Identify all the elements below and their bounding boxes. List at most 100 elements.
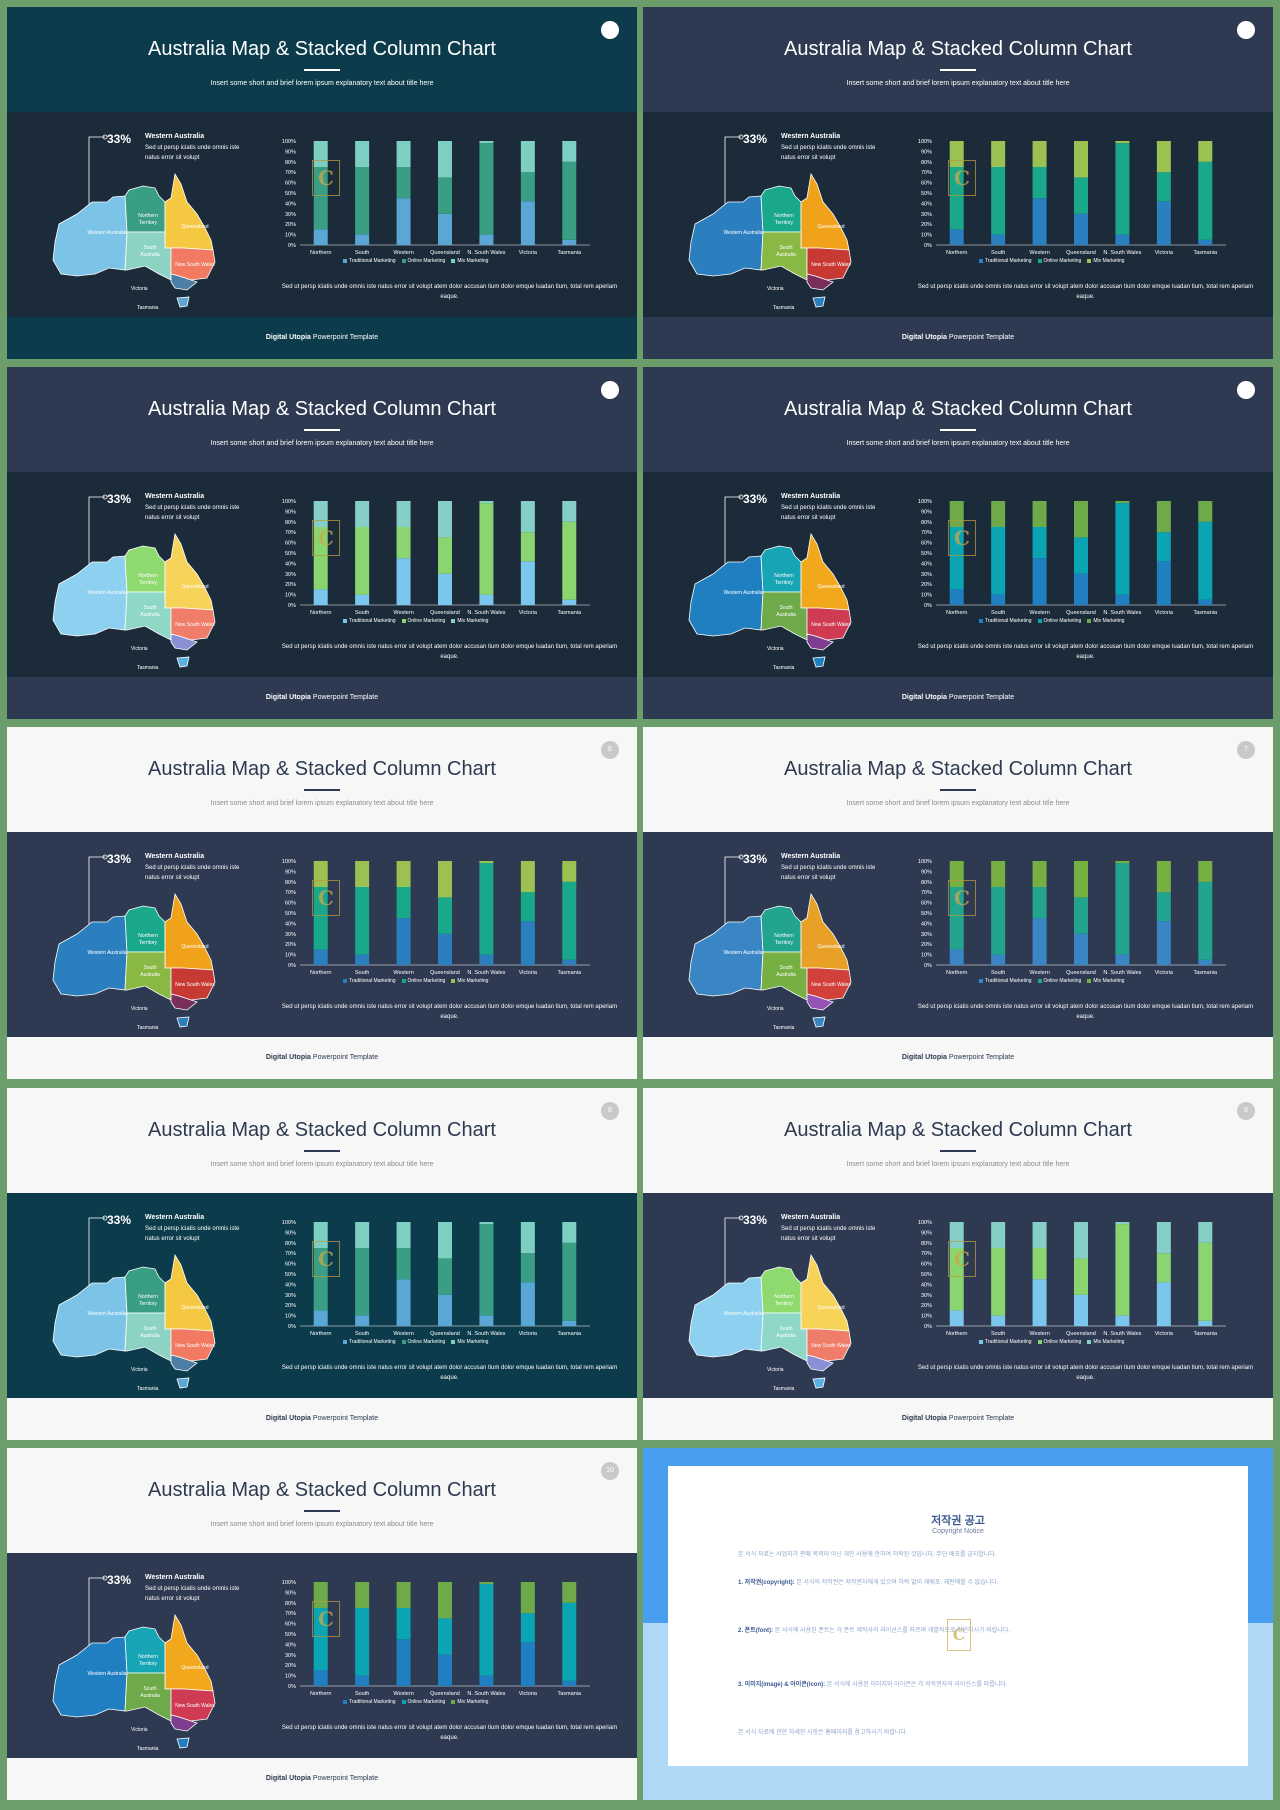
bar-south-series-3 [355, 141, 370, 167]
slide-subtitle: Insert some short and brief lorem ipsum … [846, 80, 1070, 87]
x-tick-label: Queensland [430, 250, 460, 256]
australia-map [52, 532, 216, 668]
map-region-south[interactable] [760, 231, 808, 281]
bar-n-south-wales-series-1 [1115, 954, 1130, 965]
map-region-victoria[interactable] [170, 633, 198, 651]
map-region-tasmania[interactable] [812, 296, 826, 308]
bar-south-series-1 [991, 1315, 1006, 1326]
slide-thumbnail-5[interactable]: Australia Map & Stacked Column Chart Ins… [7, 727, 637, 1079]
copyright-card: 저작권 공고 Copyright Notice 본 서식 자료는 사업자가 판매… [668, 1466, 1248, 1766]
map-region-queensland[interactable] [800, 892, 850, 971]
label-northern-territory: Northern Territory [774, 213, 794, 226]
map-region-tasmania[interactable] [176, 1377, 190, 1389]
map-region-queensland[interactable] [164, 172, 214, 251]
bar-northern-series-1 [949, 229, 964, 245]
y-tick-label: 10% [285, 233, 296, 239]
bar-victoria-series-1 [1156, 921, 1171, 965]
map-region-queensland[interactable] [800, 172, 850, 251]
map-region-tasmania[interactable] [812, 656, 826, 668]
map-region-victoria[interactable] [806, 1354, 834, 1372]
x-tick-label: Western [393, 610, 413, 616]
map-region-south[interactable] [124, 1672, 172, 1722]
bar-tasmania-series-3 [562, 1222, 577, 1243]
map-region-queensland[interactable] [164, 1253, 214, 1332]
legend-label: Mix Marketing [1093, 258, 1125, 264]
legend-label: Mix Marketing [1093, 1339, 1125, 1345]
map-region-victoria[interactable] [806, 993, 834, 1011]
map-region-victoria[interactable] [170, 1714, 198, 1732]
map-region-south[interactable] [760, 1312, 808, 1362]
map-region-south[interactable] [760, 951, 808, 1001]
copyright-section-2: 2. 폰트(font): 본 서식에 사용된 폰트는 각 폰트 제작사의 라이선… [738, 1626, 1178, 1637]
label-tasmania: Tasmania [773, 665, 795, 671]
map-region-queensland[interactable] [800, 1253, 850, 1332]
map-region-south[interactable] [760, 591, 808, 641]
slide-thumbnail-7[interactable]: Australia Map & Stacked Column Chart Ins… [7, 1088, 637, 1440]
x-tick-label: N. South Wales [467, 1691, 505, 1697]
map-region-victoria[interactable] [806, 633, 834, 651]
map-region-victoria[interactable] [170, 273, 198, 291]
bar-queensland-series-1 [438, 1654, 452, 1686]
callout-description: Sed ut persp iciatis unde omnis iste nat… [145, 865, 240, 881]
slide-thumbnail-4[interactable]: Australia Map & Stacked Column Chart Ins… [643, 367, 1273, 719]
slide-subtitle: Insert some short and brief lorem ipsum … [846, 800, 1070, 807]
slide-thumbnail-1[interactable]: Australia Map & Stacked Column Chart Ins… [7, 7, 637, 359]
copyright-section-1: 1. 저작권(copyright): 본 서식의 저작권은 저작권자에게 있으며… [738, 1578, 1178, 1589]
map-region-queensland[interactable] [164, 892, 214, 971]
map-region-tasmania[interactable] [176, 1737, 190, 1749]
x-tick-label: Victoria [1155, 970, 1174, 976]
bar-south-series-2 [355, 167, 370, 235]
bar-western-series-3 [396, 1222, 411, 1248]
map-region-tasmania[interactable] [812, 1016, 826, 1028]
map-region-victoria[interactable] [170, 993, 198, 1011]
copyright-slide[interactable]: 저작권 공고 Copyright Notice 본 서식 자료는 사업자가 판매… [643, 1448, 1273, 1800]
map-region-tasmania[interactable] [812, 1377, 826, 1389]
x-tick-label: Northern [310, 970, 331, 976]
legend-swatch [451, 1339, 456, 1344]
y-tick-label: 20% [285, 1303, 296, 1309]
y-tick-label: 50% [285, 1632, 296, 1638]
label-tasmania: Tasmania [773, 1025, 795, 1031]
slide-thumbnail-6[interactable]: Australia Map & Stacked Column Chart Ins… [643, 727, 1273, 1079]
chart-legend: Traditional Marketing Online Marketing Mix… [337, 618, 488, 624]
callout-percent: 33% [107, 1573, 132, 1587]
map-region-victoria[interactable] [806, 273, 834, 291]
slide-thumbnail-2[interactable]: Australia Map & Stacked Column Chart Ins… [643, 7, 1273, 359]
x-tick-label: Queensland [1066, 1331, 1096, 1337]
map-region-victoria[interactable] [170, 1354, 198, 1372]
y-tick-label: 100% [282, 1220, 296, 1226]
map-region-tasmania[interactable] [176, 1016, 190, 1028]
slide-thumbnail-8[interactable]: Australia Map & Stacked Column Chart Ins… [643, 1088, 1273, 1440]
bar-south-series-1 [355, 234, 370, 245]
bar-tasmania-series-2 [562, 881, 577, 960]
map-region-south[interactable] [124, 591, 172, 641]
x-tick-label: Queensland [1066, 250, 1096, 256]
legend-swatch [401, 978, 406, 983]
slide-thumbnail-3[interactable]: Australia Map & Stacked Column Chart Ins… [7, 367, 637, 719]
x-tick-label: Victoria [519, 610, 538, 616]
callout-description: Sed ut persp iciatis unde omnis iste nat… [145, 1586, 240, 1602]
slide-subtitle: Insert some short and brief lorem ipsum … [210, 80, 434, 87]
bar-n-south-wales-series-3 [479, 861, 494, 864]
map-region-queensland[interactable] [164, 532, 214, 611]
legend-label: Mix Marketing [457, 618, 489, 624]
bar-queensland-series-2 [1074, 1258, 1088, 1295]
map-region-tasmania[interactable] [176, 296, 190, 308]
bar-western-series-3 [1032, 141, 1047, 167]
legend-label: Mix Marketing [457, 258, 489, 264]
x-tick-label: Victoria [1155, 610, 1174, 616]
map-region-south[interactable] [124, 1312, 172, 1362]
map-region-queensland[interactable] [164, 1613, 214, 1692]
bar-victoria-series-3 [520, 501, 535, 533]
label-new-south-wales: New South Wales [811, 982, 851, 988]
title-divider [940, 789, 976, 791]
map-region-south[interactable] [124, 231, 172, 281]
bar-western-series-3 [396, 501, 411, 527]
slide-number-badge: 7 [1237, 741, 1255, 759]
bar-queensland-series-3 [1074, 141, 1088, 178]
y-tick-label: 0% [924, 603, 932, 609]
map-region-tasmania[interactable] [176, 656, 190, 668]
map-region-queensland[interactable] [800, 532, 850, 611]
slide-thumbnail-9[interactable]: Australia Map & Stacked Column Chart Ins… [7, 1448, 637, 1800]
map-region-south[interactable] [124, 951, 172, 1001]
